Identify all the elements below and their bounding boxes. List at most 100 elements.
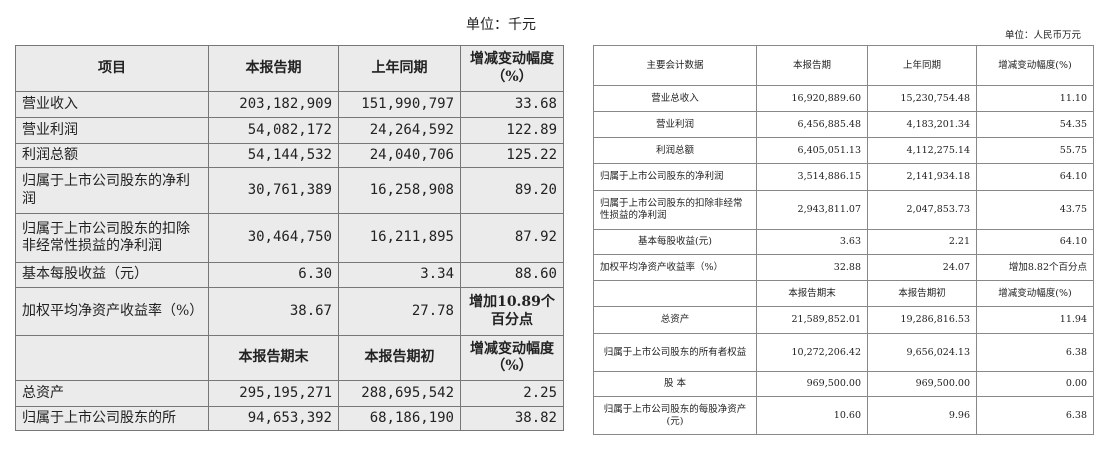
cell-value: 87.92 — [460, 213, 564, 263]
row-label: 利润总额 — [593, 137, 757, 164]
table-row: 总资产 295,195,271 288,695,542 2.25 — [15, 380, 564, 407]
table-row: 利润总额 54,144,532 24,040,706 125.22 — [15, 143, 564, 168]
column-header: 本报告期初 — [338, 335, 461, 381]
table-header-row: 项目 本报告期 上年同期 增减变动幅度（%） — [15, 45, 564, 92]
table-row: 归属于上市公司股东的所有者权益 10,272,206.42 9,656,024.13… — [593, 333, 1094, 372]
column-header — [15, 335, 209, 381]
row-label: 股 本 — [593, 371, 757, 397]
cell-value: 6.38 — [976, 396, 1094, 435]
row-label: 基本每股收益(元) — [593, 229, 757, 255]
table-row: 归属于上市公司股东的净利润 30,761,389 16,258,908 89.20 — [15, 167, 564, 214]
cell-value: 9.96 — [867, 396, 977, 435]
cell-value: 64.10 — [976, 163, 1094, 191]
cell-value: 295,195,271 — [208, 380, 339, 407]
column-header: 增减变动幅度（%） — [460, 45, 564, 92]
row-label: 归属于上市公司股东的净利润 — [593, 163, 757, 191]
table-row: 归属于上市公司股东的所 94,653,392 68,186,190 38.82 — [15, 406, 564, 431]
table-row: 总资产 21,589,852.01 19,286,816.53 11.94 — [593, 306, 1094, 334]
table-row: 加权平均净资产收益率（%） 38.67 27.78 增加10.89个百分点 — [15, 287, 564, 336]
cell-value: 增加10.89个百分点 — [460, 287, 564, 336]
row-label: 归属于上市公司股东的扣除非经常性损益的净利润 — [15, 213, 209, 263]
cell-value: 203,182,909 — [208, 91, 339, 118]
column-header: 上年同期 — [867, 45, 977, 86]
column-header: 增减变动幅度（%） — [460, 335, 564, 381]
cell-value: 30,464,750 — [208, 213, 339, 263]
cell-value: 55.75 — [976, 137, 1094, 164]
cell-value: 10.60 — [756, 396, 868, 435]
column-header: 项目 — [15, 45, 209, 92]
cell-value: 969,500.00 — [756, 371, 868, 397]
column-header: 增减变动幅度(%) — [976, 280, 1094, 307]
cell-value: 2,141,934.18 — [867, 163, 977, 191]
cell-value: 38.67 — [208, 287, 339, 336]
table-row: 基本每股收益(元) 3.63 2.21 64.10 — [593, 229, 1094, 255]
cell-value: 11.10 — [976, 85, 1094, 112]
cell-value: 151,990,797 — [338, 91, 461, 118]
cell-value: 54,082,172 — [208, 117, 339, 144]
cell-value: 88.60 — [460, 262, 564, 288]
table-row: 营业利润 6,456,885.48 4,183,201.34 54.35 — [593, 111, 1094, 138]
row-label: 加权平均净资产收益率（%） — [15, 287, 209, 336]
cell-value: 19,286,816.53 — [867, 306, 977, 334]
cell-value: 24,264,592 — [338, 117, 461, 144]
left-financial-table: 项目 本报告期 上年同期 增减变动幅度（%） 营业收入 203,182,909 151,99… — [15, 45, 564, 431]
table-row: 归属于上市公司股东的净利润 3,514,886.15 2,141,934.18 64.… — [593, 163, 1094, 191]
cell-value: 2.25 — [460, 380, 564, 407]
left-unit-label: 单位：千元 — [466, 17, 536, 33]
table-row: 营业收入 203,182,909 151,990,797 33.68 — [15, 91, 564, 118]
cell-value: 32.88 — [756, 254, 868, 281]
right-financial-table: 主要会计数据 本报告期 上年同期 增减变动幅度(%) 营业总收入 16,920,889.6… — [593, 45, 1094, 435]
table-row: 归属于上市公司股东的扣除非经常性损益的净利润 2,943,811.07 2,047,… — [593, 190, 1094, 230]
cell-value: 16,258,908 — [338, 167, 461, 214]
cell-value: 16,211,895 — [338, 213, 461, 263]
table-row: 加权平均净资产收益率（%） 32.88 24.07 增加8.82个百分点 — [593, 254, 1094, 281]
cell-value: 10,272,206.42 — [756, 333, 868, 372]
table-header-row: 本报告期末 本报告期初 增减变动幅度（%） — [15, 335, 564, 381]
cell-value: 27.78 — [338, 287, 461, 336]
cell-value: 15,230,754.48 — [867, 85, 977, 112]
column-header — [593, 280, 757, 307]
row-label: 营业总收入 — [593, 85, 757, 112]
row-label: 加权平均净资产收益率（%） — [593, 254, 757, 281]
cell-value: 21,589,852.01 — [756, 306, 868, 334]
cell-value: 54,144,532 — [208, 143, 339, 168]
row-label: 归属于上市公司股东的每股净资产(元) — [593, 396, 757, 435]
row-label: 总资产 — [593, 306, 757, 334]
cell-value: 2.21 — [867, 229, 977, 255]
column-header: 本报告期 — [756, 45, 868, 86]
column-header: 上年同期 — [338, 45, 461, 92]
column-header: 本报告期末 — [756, 280, 868, 307]
cell-value: 3.34 — [338, 262, 461, 288]
cell-value: 6,405,051.13 — [756, 137, 868, 164]
cell-value: 122.89 — [460, 117, 564, 144]
cell-value: 16,920,889.60 — [756, 85, 868, 112]
cell-value: 4,183,201.34 — [867, 111, 977, 138]
right-unit-label: 单位：人民币万元 — [1005, 30, 1082, 41]
table-row: 基本每股收益（元） 6.30 3.34 88.60 — [15, 262, 564, 288]
cell-value: 43.75 — [976, 190, 1094, 230]
cell-value: 11.94 — [976, 306, 1094, 334]
table-row: 归属于上市公司股东的扣除非经常性损益的净利润 30,464,750 16,211,8… — [15, 213, 564, 263]
cell-value: 3,514,886.15 — [756, 163, 868, 191]
column-header: 本报告期初 — [867, 280, 977, 307]
table-row: 营业总收入 16,920,889.60 15,230,754.48 11.10 — [593, 85, 1094, 112]
table-row: 营业利润 54,082,172 24,264,592 122.89 — [15, 117, 564, 144]
column-header: 主要会计数据 — [593, 45, 757, 86]
row-label: 利润总额 — [15, 143, 209, 168]
cell-value: 33.68 — [460, 91, 564, 118]
cell-value: 64.10 — [976, 229, 1094, 255]
table-row: 利润总额 6,405,051.13 4,112,275.14 55.75 — [593, 137, 1094, 164]
row-label: 归属于上市公司股东的净利润 — [15, 167, 209, 214]
cell-value: 969,500.00 — [867, 371, 977, 397]
cell-value: 89.20 — [460, 167, 564, 214]
cell-value: 0.00 — [976, 371, 1094, 397]
row-label: 营业利润 — [15, 117, 209, 144]
column-header: 本报告期 — [208, 45, 339, 92]
cell-value: 6.38 — [976, 333, 1094, 372]
cell-value: 9,656,024.13 — [867, 333, 977, 372]
table-header-row: 主要会计数据 本报告期 上年同期 增减变动幅度(%) — [593, 45, 1094, 86]
table-header-row: 本报告期末 本报告期初 增减变动幅度(%) — [593, 280, 1094, 307]
row-label: 总资产 — [15, 380, 209, 407]
column-header: 本报告期末 — [208, 335, 339, 381]
cell-value: 94,653,392 — [208, 406, 339, 431]
